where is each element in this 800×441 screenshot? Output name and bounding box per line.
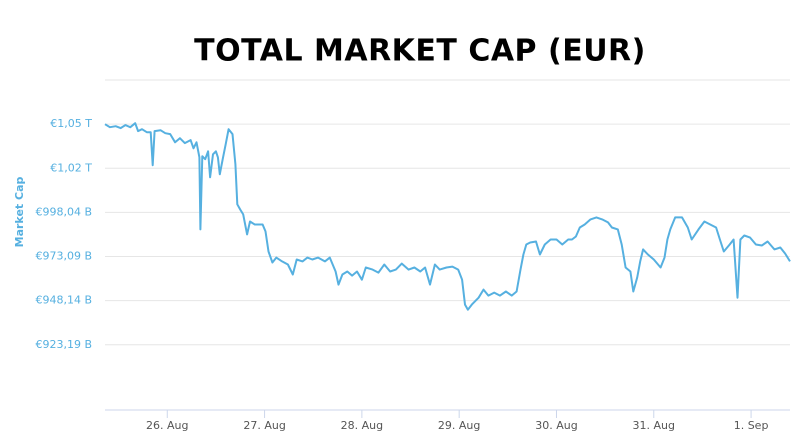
- x-tick-label: 27. Aug: [243, 419, 285, 432]
- y-axis-title: Market Cap: [13, 177, 26, 248]
- y-tick-label: €1,05 T: [50, 117, 92, 130]
- y-tick-label: €923,19 B: [35, 338, 92, 351]
- x-tick-label: 26. Aug: [146, 419, 188, 432]
- x-tick-label: 28. Aug: [341, 419, 383, 432]
- x-tick-label: 1. Sep: [734, 419, 769, 432]
- x-tick-label: 30. Aug: [535, 419, 577, 432]
- data-line: [104, 122, 791, 311]
- x-tick-label: 29. Aug: [438, 419, 480, 432]
- x-tick-label: 31. Aug: [633, 419, 675, 432]
- y-tick-label: €1,02 T: [50, 161, 92, 174]
- y-tick-label: €973,09 B: [35, 250, 92, 263]
- chart-title: TOTAL MARKET CAP (EUR): [194, 34, 646, 69]
- y-tick-label: €998,04 B: [35, 205, 92, 218]
- y-tick-label: €948,14 B: [35, 294, 92, 307]
